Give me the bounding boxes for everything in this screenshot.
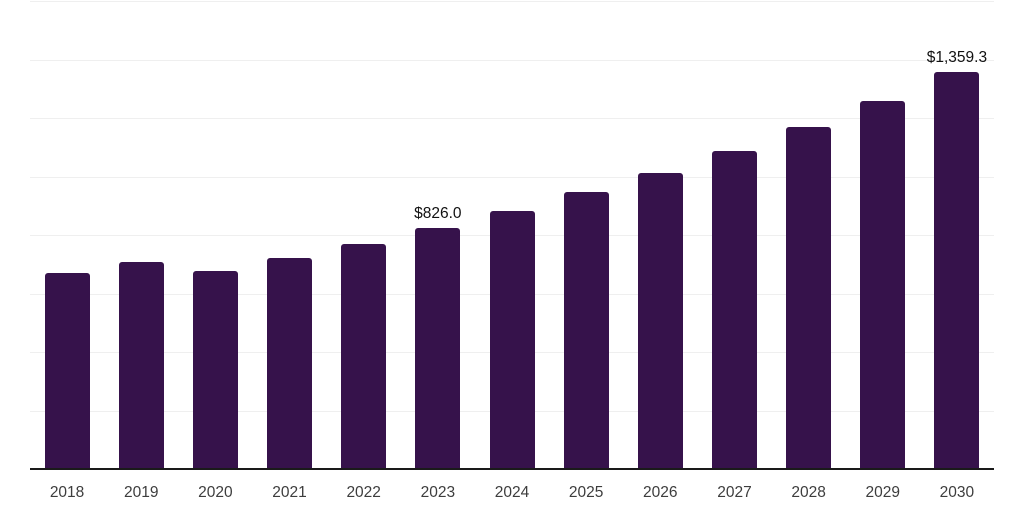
bar-value-label-2023: $826.0 (414, 205, 462, 223)
bar-2024 (489, 210, 535, 470)
x-tick-label-2029: 2029 (865, 484, 900, 501)
x-tick-label-2025: 2025 (568, 484, 604, 501)
x-tick-label-2022: 2022 (346, 484, 381, 501)
bar-2026 (637, 173, 683, 470)
bar-2028 (786, 126, 832, 470)
bar-2025 (563, 192, 609, 470)
x-tick-label-2028: 2028 (791, 484, 826, 501)
bar-2030 (934, 72, 980, 470)
bar-2029 (860, 100, 906, 470)
x-tick-label-2026: 2026 (643, 484, 678, 501)
x-tick-label-2018: 2018 (49, 484, 85, 501)
bar-2022 (341, 243, 387, 470)
x-tick-label-2024: 2024 (494, 484, 530, 501)
x-tick-label-2019: 2019 (123, 484, 159, 501)
gridline (30, 1, 994, 2)
bar-value-label-2030: $1,359.3 (926, 49, 988, 67)
x-tick-label-2030: 2030 (939, 484, 975, 501)
bar-2019 (118, 262, 164, 470)
x-axis-line (30, 468, 994, 470)
x-tick-label-2021: 2021 (272, 484, 307, 501)
gridline (30, 176, 994, 178)
gridline (30, 59, 994, 61)
bar-2021 (267, 257, 313, 470)
bar-2027 (711, 150, 757, 470)
bar-2023 (415, 228, 461, 470)
x-tick-label-2023: 2023 (420, 484, 456, 501)
x-tick-label-2020: 2020 (198, 484, 233, 501)
gridline (30, 118, 994, 119)
bar-2018 (44, 272, 90, 470)
bar-2020 (192, 271, 238, 470)
x-tick-label-2027: 2027 (717, 484, 752, 501)
